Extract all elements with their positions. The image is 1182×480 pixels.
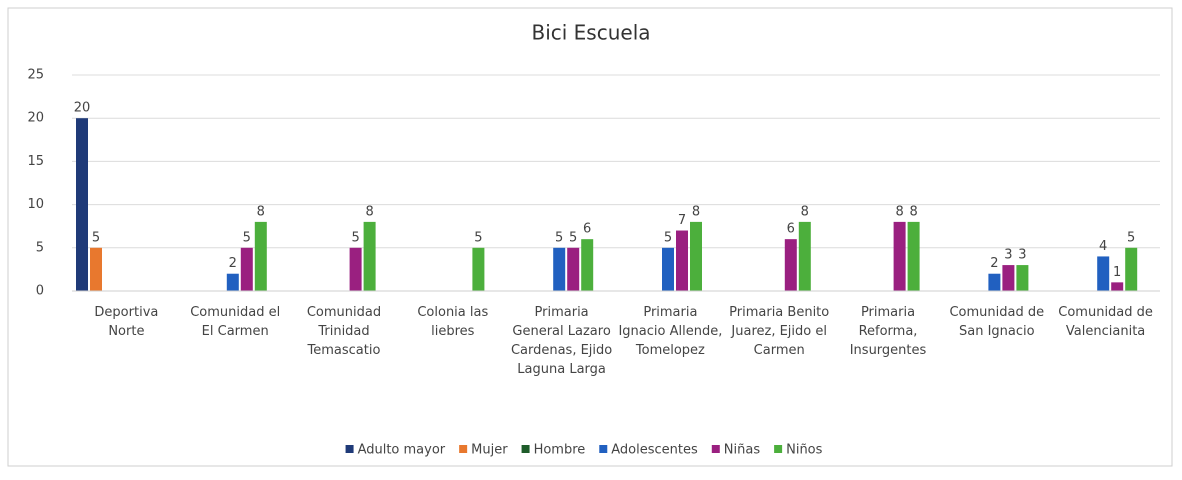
- value-label: 3: [1004, 248, 1012, 263]
- bar: [1002, 265, 1015, 291]
- value-label: 5: [664, 230, 672, 245]
- bar: [676, 230, 688, 291]
- y-tick-label: 15: [27, 154, 44, 169]
- bar: [1125, 247, 1138, 291]
- value-label: 5: [569, 230, 577, 245]
- bar: [76, 118, 88, 291]
- x-tick-label: Primaria Ignacio Allende, Tomelopez: [618, 305, 722, 358]
- value-label: 8: [909, 204, 917, 219]
- x-tick-label: Primaria General Lazaro Cardenas, Ejido Lag…: [511, 305, 612, 377]
- value-label: 8: [801, 204, 809, 219]
- value-label: 8: [365, 204, 373, 219]
- legend-swatch: [774, 445, 783, 453]
- value-label: 5: [351, 230, 359, 245]
- legend-swatch: [345, 445, 354, 453]
- bar: [1097, 256, 1110, 291]
- y-tick-label: 5: [36, 240, 44, 255]
- legend-swatch: [521, 445, 530, 453]
- legend-swatch: [459, 445, 468, 453]
- bar: [567, 247, 580, 291]
- value-label: 1: [1113, 265, 1121, 280]
- value-label: 5: [92, 230, 100, 245]
- bar: [90, 247, 102, 291]
- legend-label: Niñas: [724, 443, 761, 458]
- bar: [662, 247, 674, 291]
- bar: [1016, 265, 1029, 291]
- x-tick-label: Comunidad de San Ignacio: [949, 305, 1044, 339]
- value-label: 8: [692, 204, 700, 219]
- bar: [581, 239, 594, 291]
- value-label: 20: [74, 101, 91, 116]
- value-label: 6: [787, 222, 795, 237]
- x-tick-label: Colonia las liebres: [417, 305, 488, 339]
- value-label: 5: [474, 230, 482, 245]
- legend-label: Mujer: [471, 443, 508, 458]
- bar: [363, 221, 376, 291]
- legend-label: Hombre: [534, 443, 586, 458]
- bar: [1111, 282, 1124, 291]
- bar: [798, 221, 811, 291]
- value-label: 6: [583, 222, 591, 237]
- y-tick-label: 20: [27, 111, 44, 126]
- chart-title: Bici Escuela: [531, 21, 650, 45]
- legend-swatch: [711, 445, 720, 453]
- value-label: 2: [229, 256, 237, 271]
- y-tick-label: 0: [36, 284, 44, 299]
- x-tick-label: Comunidad de Valencianita: [1058, 305, 1153, 339]
- bar: [349, 247, 362, 291]
- value-label: 5: [243, 230, 251, 245]
- bar: [254, 221, 267, 291]
- value-label: 7: [678, 213, 686, 228]
- legend-label: Adulto mayor: [358, 443, 446, 458]
- bar: [553, 247, 566, 291]
- x-tick-label: Primaria Reforma, Insurgentes: [850, 305, 927, 358]
- bar: [784, 239, 797, 291]
- x-tick-label: Comunidad el El Carmen: [190, 305, 280, 339]
- bar: [240, 247, 253, 291]
- bar: [472, 247, 485, 291]
- bar: [690, 221, 702, 291]
- y-tick-label: 25: [27, 68, 44, 83]
- x-tick-label: Comunidad Trinidad Temascatio: [307, 305, 382, 358]
- value-label: 5: [555, 230, 563, 245]
- bar: [988, 273, 1001, 291]
- value-label: 8: [895, 204, 903, 219]
- bar: [226, 273, 239, 291]
- legend-swatch: [599, 445, 608, 453]
- legend-label: Niños: [786, 443, 823, 458]
- legend-label: Adolescentes: [611, 443, 698, 458]
- x-tick-label: Deportiva Norte: [94, 305, 158, 339]
- bar: [893, 221, 906, 291]
- value-label: 5: [1127, 230, 1135, 245]
- value-label: 3: [1018, 248, 1026, 263]
- bar: [907, 221, 920, 291]
- value-label: 4: [1099, 239, 1107, 254]
- value-label: 2: [990, 256, 998, 271]
- x-tick-label: Primaria Benito Juarez, Ejido el Carmen: [729, 305, 829, 358]
- value-label: 8: [257, 204, 265, 219]
- chart-frame: [7, 7, 1173, 467]
- y-tick-label: 10: [27, 197, 44, 212]
